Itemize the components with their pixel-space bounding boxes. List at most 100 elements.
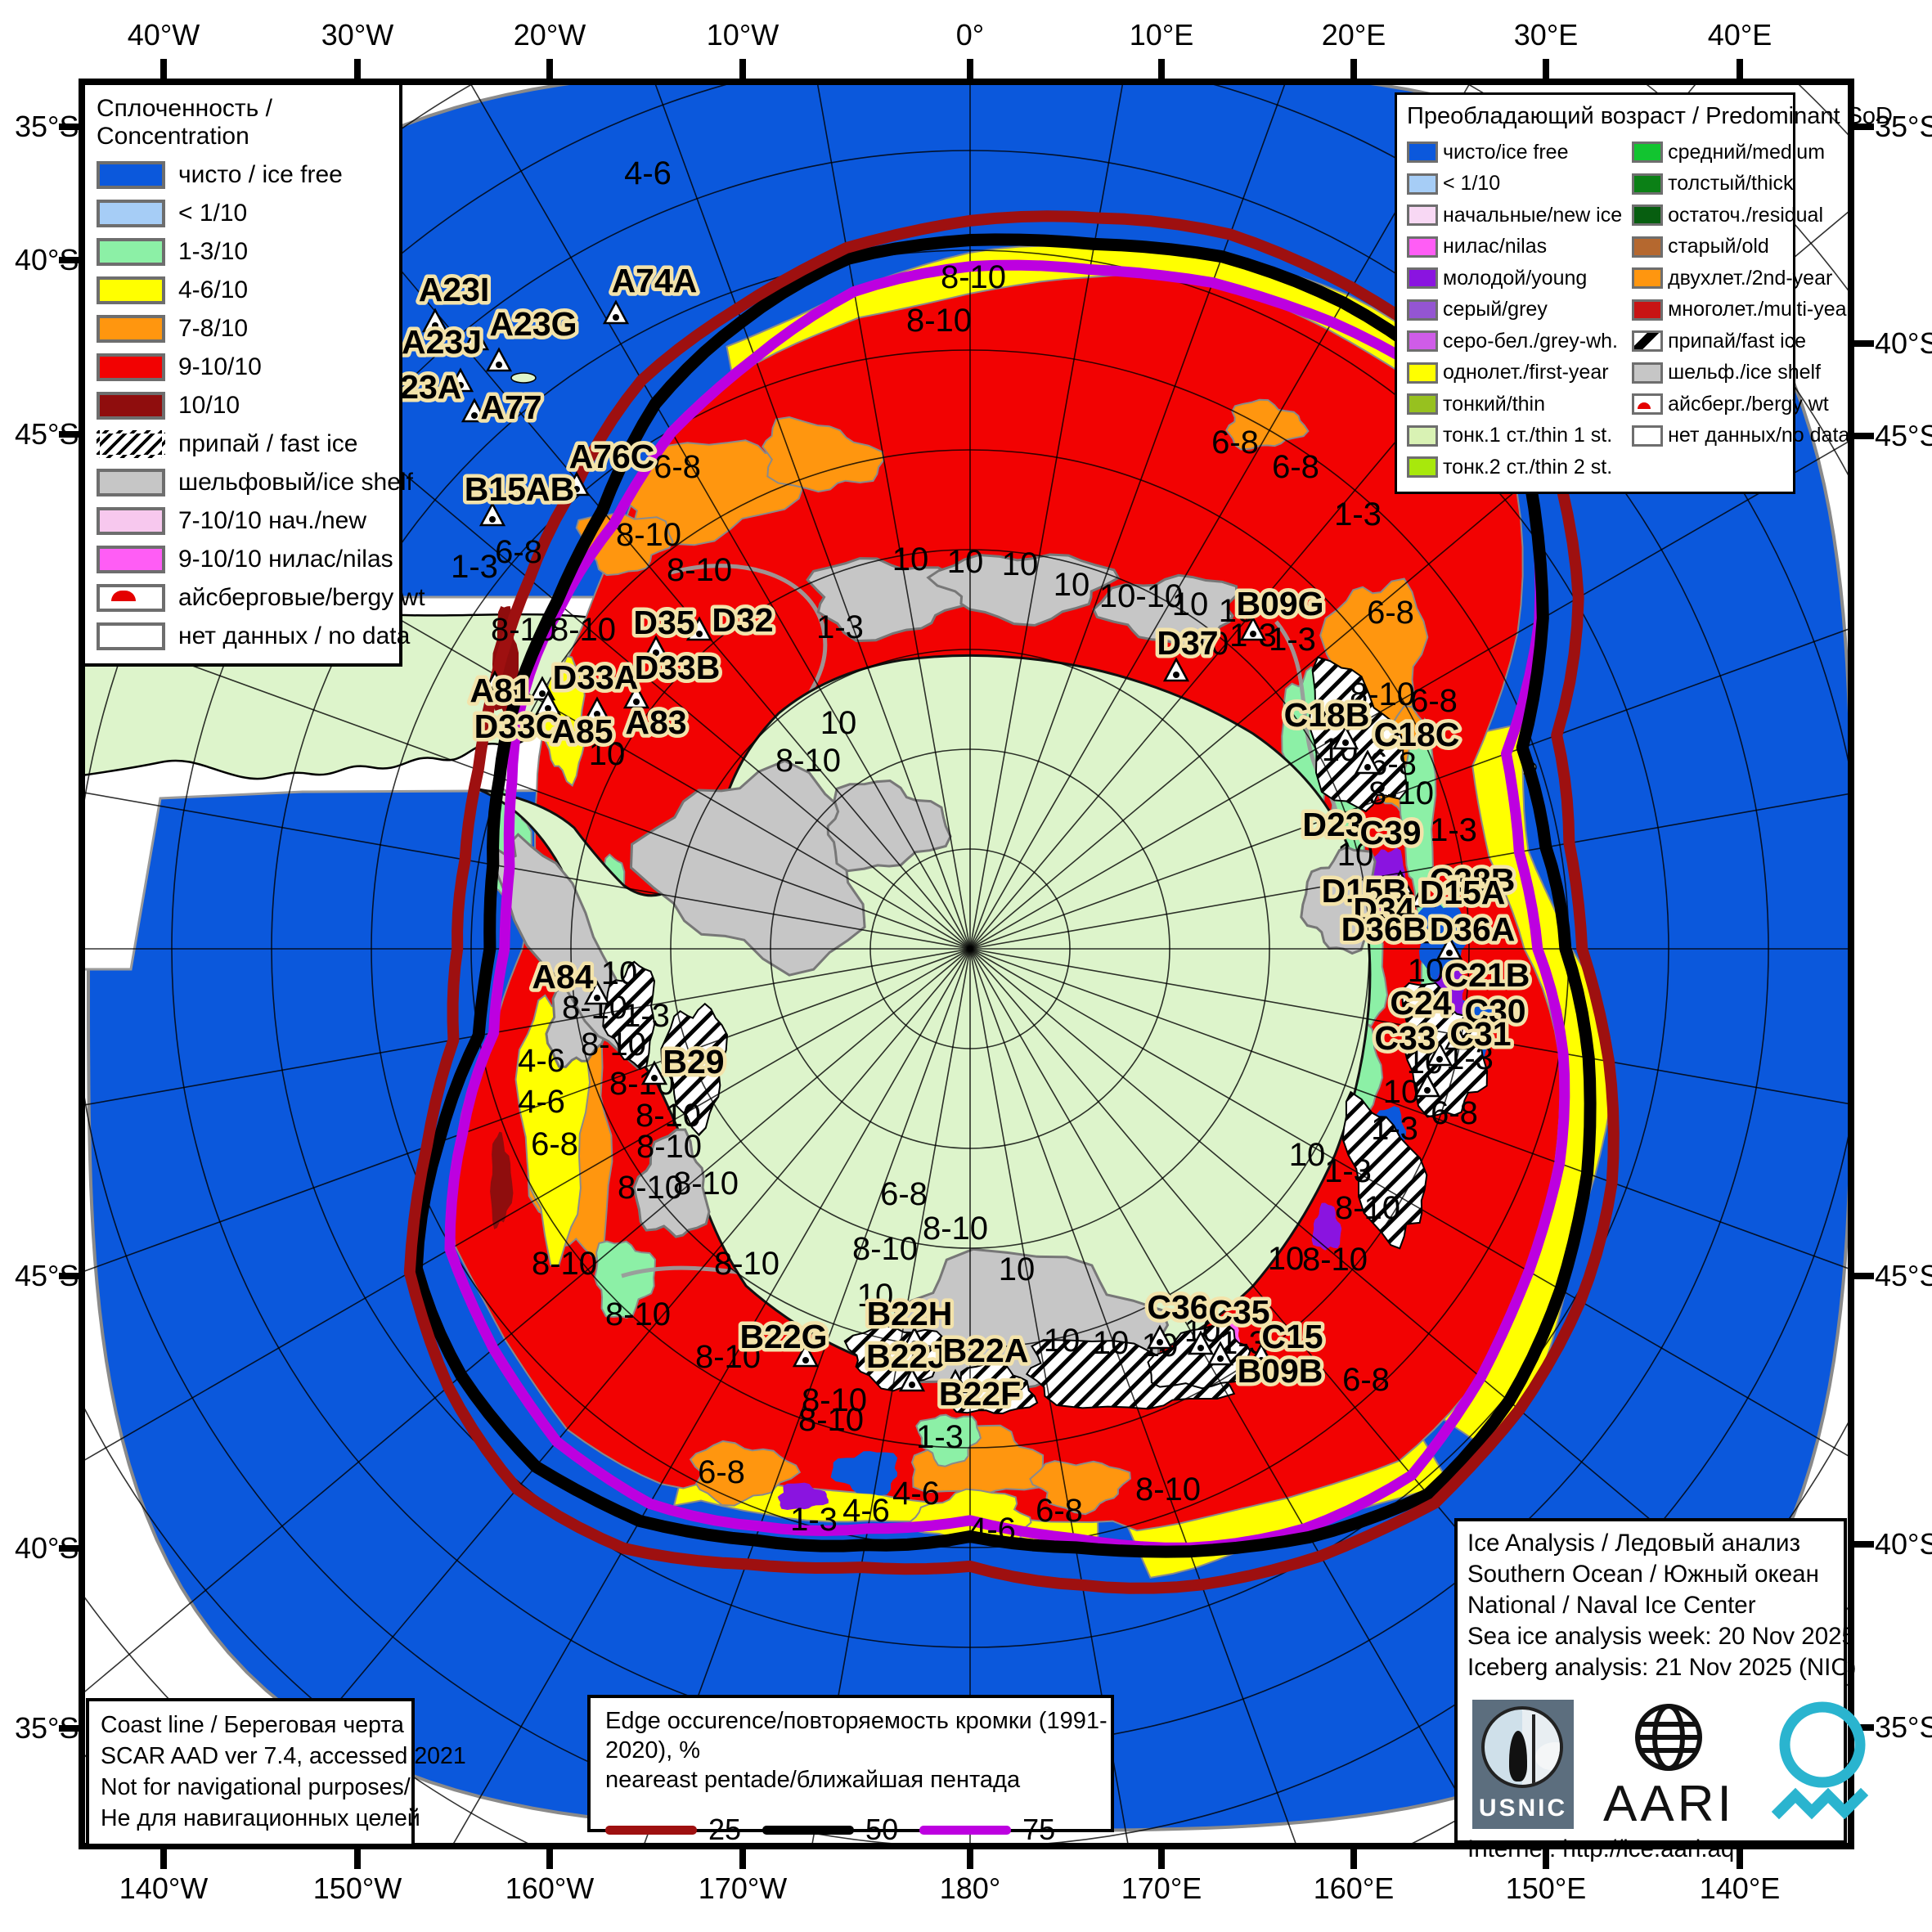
iceberg-label: A83	[625, 703, 686, 741]
legend-label: двухлет./2nd-year	[1668, 266, 1833, 290]
iceberg-marker-icon	[1444, 1025, 1471, 1050]
concentration-label: 1-3	[916, 1419, 964, 1455]
axis-label: 160°W	[505, 1871, 595, 1905]
legend-row: остаточ./residual	[1632, 200, 1853, 231]
legend-swatch	[1407, 456, 1438, 479]
iceberg-label: C35	[1208, 1293, 1269, 1331]
concentration-label: 8-10	[775, 743, 841, 779]
coast-box-line: Не для навигационных целей	[101, 1805, 420, 1831]
legend-row: чисто / ice free	[97, 155, 399, 194]
globe-icon	[1635, 1703, 1703, 1771]
info-box-line: Ice Analysis / Ледовый анализ	[1467, 1530, 1800, 1557]
iceberg-marker-icon	[1354, 749, 1382, 775]
legend-row: толстый/thick	[1632, 168, 1853, 200]
legend-label: старый/old	[1668, 235, 1769, 258]
edge-line-sample	[919, 1825, 1012, 1835]
axis-label: 40°S	[15, 243, 79, 276]
legend-label: тонкий/thin	[1443, 392, 1545, 416]
axis-label: 40°W	[127, 18, 200, 52]
iceberg-label: D34	[1353, 891, 1414, 928]
iceberg-marker-icon	[447, 367, 474, 393]
legend-concentration-rows: чисто / ice free < 1/10 1-3/10 4-6/10 7-8/10…	[85, 155, 425, 655]
axis-label: 180°	[939, 1871, 1001, 1905]
concentration-label: 8-10	[1350, 676, 1415, 712]
legend-label: 4-6/10	[178, 276, 249, 303]
coast-box-line: SCAR AAD ver 7.4, accessed 2021	[101, 1743, 466, 1769]
penguin-icon	[1509, 1731, 1527, 1781]
legend-swatch	[97, 622, 165, 650]
concentration-label: 8-10	[532, 1246, 597, 1282]
iceberg-label: C31	[1449, 1015, 1511, 1053]
edge-legend-item: 25	[605, 1813, 741, 1847]
iceberg-label: C18B	[1284, 696, 1370, 734]
legend-swatch	[97, 429, 165, 458]
legend-swatch	[1407, 204, 1438, 227]
legend-swatch	[97, 468, 165, 496]
axis-label: 40°S	[1875, 1527, 1932, 1561]
iceberg-marker-icon	[1436, 935, 1463, 960]
legend-label: 7-8/10	[178, 314, 249, 342]
concentration-label: 10	[947, 544, 984, 580]
legend-swatch	[97, 237, 165, 266]
concentration-label: 10	[820, 705, 857, 741]
iceberg-marker-icon	[1395, 899, 1422, 924]
legend-label: 1-3/10	[178, 237, 249, 265]
legend-row: < 1/10	[97, 194, 399, 232]
legend-label: нет данных/no data	[1668, 424, 1850, 447]
legend-label: тонк.2 ст./thin 2 st.	[1443, 455, 1613, 479]
iceberg-marker-icon	[904, 1345, 932, 1370]
axis-label: 140°E	[1699, 1871, 1781, 1905]
iceberg-label: D36B	[1341, 910, 1427, 948]
concentration-label: 8-10	[1302, 1242, 1368, 1278]
axis-label: 140°W	[119, 1871, 209, 1905]
concentration-label: 6-8	[698, 1454, 745, 1490]
axis-label: 45°S	[1875, 419, 1932, 452]
iceberg-label: C24	[1390, 984, 1451, 1022]
legend-swatch	[1407, 267, 1438, 290]
iceberg-label: C21B	[1445, 956, 1530, 994]
legend-label: однолет./first-year	[1443, 361, 1609, 384]
edge-percent-label: 75	[1022, 1813, 1056, 1846]
legend-label: шельф./ice shelf	[1668, 361, 1822, 384]
iceberg-marker-icon	[485, 347, 513, 372]
legend-label: 9-10/10 нилас/nilas	[178, 545, 393, 573]
concentration-label: 10-10	[1099, 578, 1183, 614]
iceberg-label: D33A	[553, 658, 639, 696]
legend-swatch	[1632, 236, 1664, 258]
iceberg-label: C15	[1261, 1318, 1323, 1355]
legend-sod-right-column: средний/medium толстый/thick остаточ./resi…	[1622, 137, 1853, 483]
iceberg-marker-icon	[563, 471, 591, 496]
legend-row: нилас/nilas	[1407, 231, 1622, 263]
concentration-label: 8-10	[1368, 775, 1434, 811]
legend-swatch	[97, 160, 165, 189]
iceberg-marker-icon	[622, 684, 650, 709]
axis-label: 40°S	[15, 1531, 79, 1565]
iceberg-marker-icon	[1187, 1330, 1215, 1355]
concentration-label: 4-6	[518, 1043, 565, 1079]
legend-row: тонк.2 ст./thin 2 st.	[1407, 452, 1622, 483]
legend-swatch	[1407, 142, 1438, 164]
iceberg-marker-icon	[1332, 725, 1359, 750]
concentration-label: 1-3	[1269, 622, 1316, 658]
iceberg-marker-icon	[1247, 1342, 1275, 1368]
legend-row: многолет./multi-year	[1632, 294, 1853, 326]
analysis-info-lines: Ice Analysis / Ледовый анализ Southern Oc…	[1467, 1528, 1857, 1683]
iceberg-marker-icon	[941, 1368, 969, 1394]
legend-swatch	[1632, 330, 1664, 353]
concentration-label: 8-10	[923, 1211, 988, 1247]
concentration-label: 4-6	[842, 1493, 890, 1529]
iceberg-marker-icon	[685, 616, 713, 641]
internet-link[interactable]: Internet: http://ice.aari.aq	[1467, 1835, 1735, 1862]
axis-label: 40°S	[1875, 326, 1932, 360]
legend-row: однолет./first-year	[1407, 357, 1622, 389]
iceberg-marker-icon	[1206, 1341, 1234, 1366]
legend-label: шельфовый/ice shelf	[178, 468, 413, 496]
concentration-label: 8-10	[852, 1231, 918, 1267]
legend-row: средний/medium	[1632, 137, 1853, 168]
edge-percent-label: 50	[865, 1813, 899, 1846]
legend-swatch	[1407, 173, 1438, 195]
iceberg-label: D23	[1302, 806, 1364, 843]
edge-line-sample	[762, 1825, 855, 1835]
iceberg-marker-icon	[1409, 883, 1437, 908]
